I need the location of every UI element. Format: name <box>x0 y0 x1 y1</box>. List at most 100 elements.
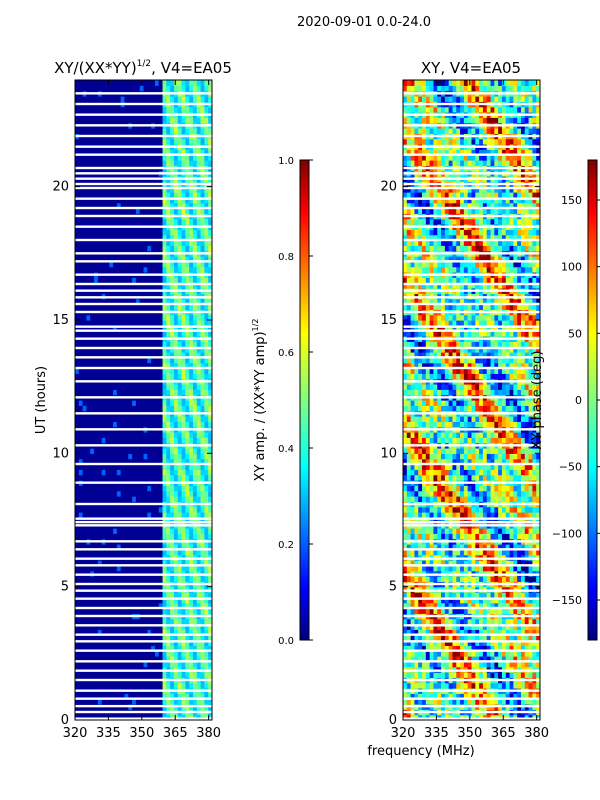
heatmap-cell <box>143 656 148 662</box>
heatmap-cell <box>82 298 88 305</box>
heatmap-cell <box>94 517 99 524</box>
heatmap-cell <box>90 325 95 332</box>
heatmap-cell <box>154 698 160 705</box>
heatmap-cell <box>444 650 450 657</box>
heatmap-cell <box>90 693 95 700</box>
heatmap-cell <box>97 624 103 630</box>
heatmap-cell <box>166 234 171 241</box>
heatmap-cell <box>173 453 179 460</box>
heatmap-cell <box>192 506 198 513</box>
heatmap-cell <box>200 245 205 252</box>
heatmap-cell <box>105 362 110 369</box>
heatmap-cell <box>196 453 202 460</box>
heatmap-cell <box>410 693 416 700</box>
heatmap-cell <box>158 624 164 630</box>
heatmap-cell <box>479 640 484 646</box>
heatmap-cell <box>113 645 118 652</box>
heatmap-cell <box>158 277 164 284</box>
heatmap-cell <box>173 549 179 556</box>
heatmap-cell <box>177 240 183 246</box>
heatmap-cell <box>128 373 133 380</box>
heatmap-cell <box>208 346 212 353</box>
heatmap-cell <box>120 149 126 156</box>
heatmap-cell <box>185 640 190 646</box>
heatmap-cell <box>505 640 511 646</box>
heatmap-cell <box>170 192 175 198</box>
heatmap-cell <box>86 474 91 481</box>
heatmap-cell <box>132 400 137 406</box>
heatmap-cell <box>196 325 202 332</box>
heatmap-cell <box>151 549 156 556</box>
heatmap-cell <box>113 314 118 321</box>
heatmap-cell <box>116 245 122 252</box>
heatmap-cell <box>116 576 122 582</box>
heatmap-cell <box>132 304 137 310</box>
heatmap-cell <box>94 650 99 657</box>
heatmap-cell <box>196 485 202 492</box>
heatmap-cell <box>154 640 160 646</box>
heatmap-cell <box>109 506 114 513</box>
heatmap-cell <box>448 656 454 662</box>
heatmap-cell <box>173 240 179 246</box>
heatmap-cell <box>94 240 99 246</box>
heatmap-cell <box>135 714 141 720</box>
heatmap-cell <box>75 229 80 236</box>
heatmap-cell <box>139 352 145 358</box>
heatmap-cell <box>139 277 145 284</box>
heatmap-cell <box>128 597 133 604</box>
heatmap-cell <box>162 277 167 284</box>
heatmap-cell <box>196 624 202 630</box>
heatmap-cell <box>452 698 457 705</box>
heatmap-cell <box>177 512 183 518</box>
heatmap-cell <box>97 421 103 428</box>
heatmap-cell <box>94 304 99 310</box>
heatmap-cell <box>143 592 148 598</box>
heatmap-cell <box>177 256 183 262</box>
heatmap-cell <box>196 602 202 609</box>
heatmap-cell <box>151 672 156 678</box>
heatmap-cell <box>162 517 167 524</box>
heatmap-cell <box>143 634 148 641</box>
heatmap-cell <box>94 202 99 209</box>
heatmap-cell <box>192 208 198 214</box>
heatmap-cell <box>200 624 205 630</box>
heatmap-cell <box>82 192 88 198</box>
heatmap-cell <box>158 160 164 166</box>
heatmap-cell <box>196 352 202 358</box>
heatmap-cell <box>128 490 133 497</box>
heatmap-cell <box>463 698 469 705</box>
heatmap-cell <box>189 96 194 102</box>
heatmap-cell <box>124 261 129 268</box>
heatmap-cell <box>128 576 133 582</box>
heatmap-cell <box>78 597 84 604</box>
heatmap-cell <box>173 218 179 225</box>
heatmap-cell <box>78 650 84 657</box>
heatmap-cell <box>162 437 167 444</box>
heatmap-cell <box>82 149 88 156</box>
heatmap-cell <box>177 608 183 614</box>
heatmap-cell <box>94 608 99 614</box>
heatmap-cell <box>208 565 212 572</box>
heatmap-cell <box>97 645 103 652</box>
heatmap-cell <box>139 266 145 273</box>
heatmap-cell <box>479 661 484 668</box>
heatmap-cell <box>78 602 84 609</box>
heatmap-cell <box>154 320 160 326</box>
heatmap-cell <box>505 650 511 657</box>
heatmap-cell <box>166 549 171 556</box>
heatmap-cell <box>116 650 122 657</box>
heatmap-cell <box>403 634 408 641</box>
heatmap-cell <box>75 240 80 246</box>
heatmap-cell <box>437 650 442 657</box>
heatmap-cell <box>147 352 152 358</box>
heatmap-cell <box>135 597 141 604</box>
heatmap-cell <box>78 320 84 326</box>
heatmap-cell <box>124 149 129 156</box>
heatmap-cell <box>132 314 137 321</box>
heatmap-cell <box>189 320 194 326</box>
heatmap-cell <box>86 218 91 225</box>
heatmap-cell <box>414 650 419 657</box>
heatmap-cell <box>170 149 175 156</box>
heatmap-cell <box>113 656 118 662</box>
heatmap-cell <box>101 464 107 470</box>
